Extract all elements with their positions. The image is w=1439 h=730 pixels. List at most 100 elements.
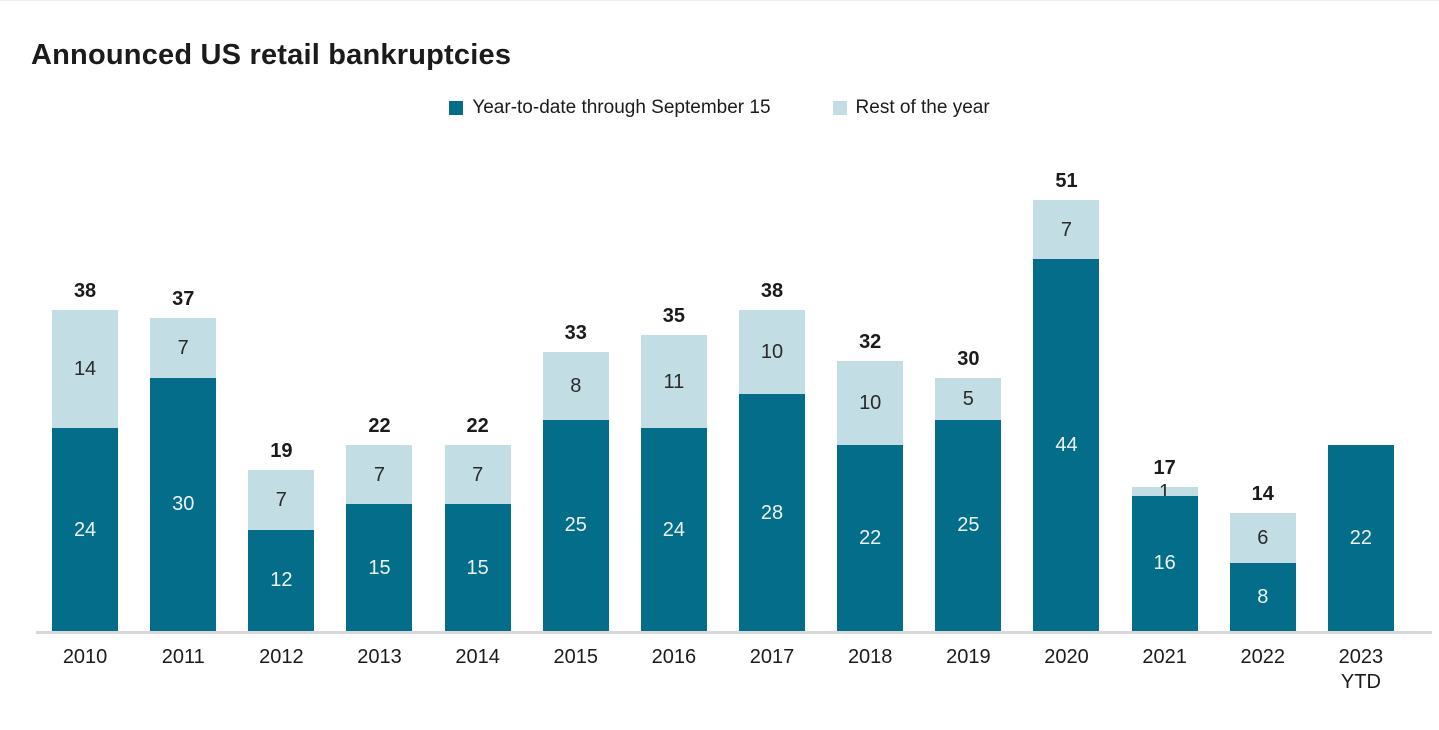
chart-title: Announced US retail bankruptcies xyxy=(31,39,512,71)
bar-column-2016: 35 11 24 xyxy=(625,200,723,631)
segment-value-label: 16 xyxy=(1153,552,1176,575)
x-axis-label-2023: 2023 YTD xyxy=(1338,646,1384,693)
segment-value-label: 1 xyxy=(1159,480,1171,503)
bar-column-2023: 22 xyxy=(1312,200,1410,631)
bar-column-2021: 17 1 16 xyxy=(1116,200,1214,631)
legend-item-rest: Rest of the year xyxy=(832,97,990,119)
segment-value-label: 15 xyxy=(368,556,391,579)
segment-value-label: 22 xyxy=(1349,527,1373,550)
segment-year-to-date: 22 xyxy=(837,445,904,631)
x-axis-label-2021: 2021 xyxy=(1142,646,1187,668)
segment-value-label: 28 xyxy=(760,501,784,524)
legend-item-ytd: Year-to-date through September 15 xyxy=(449,97,771,119)
x-axis-label-2014: 2014 xyxy=(455,646,500,668)
segment-value-label: 24 xyxy=(662,518,686,541)
total-label: 32 xyxy=(859,330,882,353)
bar-column-2012: 19 7 12 xyxy=(232,200,330,631)
x-axis-label-2018: 2018 xyxy=(847,646,893,668)
x-axis-label-2016: 2016 xyxy=(651,646,697,668)
segment-value-label: 25 xyxy=(564,514,587,537)
total-label: 17 xyxy=(1153,457,1176,480)
segment-year-to-date: 15 xyxy=(346,504,413,631)
total-label: 35 xyxy=(662,305,686,328)
segment-value-label: 22 xyxy=(859,527,882,550)
bar-column-2018: 32 10 22 xyxy=(821,200,919,631)
total-label: 33 xyxy=(564,322,587,345)
segment-year-to-date: 8 xyxy=(1229,563,1296,631)
x-axis-label-2020: 2020 xyxy=(1044,646,1089,668)
segment-year-to-date: 44 xyxy=(1033,259,1100,631)
bar-column-2019: 30 5 25 xyxy=(919,200,1017,631)
segment-year-to-date: 24 xyxy=(52,428,119,631)
x-axis-line xyxy=(36,631,1432,634)
total-label: 19 xyxy=(270,440,293,463)
segment-rest-of-year: 14 xyxy=(52,309,119,429)
bar-column-2017: 38 10 28 xyxy=(723,200,821,631)
legend-swatch-rest-icon xyxy=(832,101,847,115)
segment-value-label: 8 xyxy=(1257,586,1269,609)
segment-value-label: 24 xyxy=(73,518,97,541)
segment-value-label: 11 xyxy=(663,370,685,393)
total-label: 22 xyxy=(466,415,489,438)
segment-value-label: 7 xyxy=(275,489,287,512)
plot-area: 38 14 24 37 7 30 19 7 12 22 7 15 22 7 15 33 8 25 35 11 24 38 1… xyxy=(36,171,1410,631)
segment-year-to-date: 12 xyxy=(248,529,315,631)
legend-swatch-ytd-icon xyxy=(449,101,464,115)
segment-rest-of-year: 7 xyxy=(346,445,413,505)
legend-label-ytd: Year-to-date through September 15 xyxy=(472,97,771,118)
segment-value-label: 7 xyxy=(1060,218,1073,241)
segment-value-label: 30 xyxy=(172,493,195,516)
x-axis-label-2011: 2011 xyxy=(161,646,205,668)
segment-value-label: 10 xyxy=(760,341,784,364)
total-label: 22 xyxy=(368,415,391,438)
x-axis-label-2015: 2015 xyxy=(553,646,599,668)
segment-value-label: 7 xyxy=(177,336,189,359)
segment-rest-of-year: 7 xyxy=(150,318,217,378)
segment-value-label: 15 xyxy=(466,556,489,579)
bar-column-2013: 22 7 15 xyxy=(330,200,428,631)
segment-rest-of-year: 1 xyxy=(1131,482,1198,502)
total-label: 38 xyxy=(73,279,97,302)
segment-value-label: 14 xyxy=(73,358,97,381)
total-label: 14 xyxy=(1251,482,1274,505)
segment-value-label: 5 xyxy=(962,387,974,410)
segment-rest-of-year: 7 xyxy=(1033,200,1100,260)
segment-year-to-date: 16 xyxy=(1131,495,1198,631)
segment-year-to-date: 28 xyxy=(739,394,806,631)
bar-column-2022: 14 6 8 xyxy=(1214,200,1312,631)
x-axis-label-2012: 2012 xyxy=(259,646,304,668)
bar-column-2015: 33 8 25 xyxy=(527,200,625,631)
segment-rest-of-year: 10 xyxy=(739,309,806,395)
x-axis-label-2019: 2019 xyxy=(946,646,991,668)
bar-column-2020: 51 7 44 xyxy=(1017,171,1115,631)
bar-column-2014: 22 7 15 xyxy=(429,200,527,631)
bar-column-2011: 37 7 30 xyxy=(134,200,232,631)
segment-year-to-date: 25 xyxy=(935,419,1002,631)
segment-value-label: 8 xyxy=(570,374,582,397)
segment-value-label: 6 xyxy=(1257,527,1269,550)
segment-rest-of-year: 7 xyxy=(444,445,511,505)
x-axis-label-2013: 2013 xyxy=(357,646,402,668)
segment-value-label: 10 xyxy=(859,391,882,414)
segment-value-label: 7 xyxy=(373,463,386,486)
segment-rest-of-year: 7 xyxy=(248,470,315,530)
total-label: 37 xyxy=(172,288,195,311)
segment-year-to-date: 22 xyxy=(1327,445,1394,631)
x-axis-label-2010: 2010 xyxy=(62,646,108,668)
total-label: 30 xyxy=(957,347,980,370)
segment-rest-of-year: 6 xyxy=(1229,512,1296,564)
segment-year-to-date: 24 xyxy=(640,428,707,631)
x-axis-labels: 2010 2011 2012 2013 2014 2015 2016 2017 2018 2019… xyxy=(36,645,1410,695)
segment-year-to-date: 15 xyxy=(444,504,511,631)
total-label: 51 xyxy=(1055,170,1078,193)
chart-legend: Year-to-date through September 15 Rest o… xyxy=(0,97,1439,119)
segment-value-label: 12 xyxy=(270,569,293,592)
segment-rest-of-year: 10 xyxy=(837,360,904,446)
segment-value-label: 7 xyxy=(472,463,484,486)
x-axis-label-2022: 2022 xyxy=(1240,646,1286,668)
total-label: 38 xyxy=(760,279,784,302)
segment-rest-of-year: 8 xyxy=(542,352,609,420)
bar-column-2010: 38 14 24 xyxy=(36,200,134,631)
segment-rest-of-year: 11 xyxy=(640,335,707,429)
